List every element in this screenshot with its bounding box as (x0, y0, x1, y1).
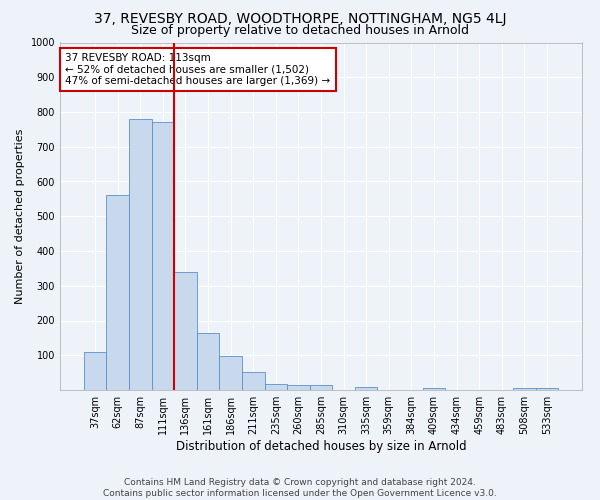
Bar (106, 196, 129, 390)
Y-axis label: Number of detached properties: Number of detached properties (15, 128, 25, 304)
Bar (174, 272, 197, 390)
Text: Contains HM Land Registry data © Crown copyright and database right 2024.
Contai: Contains HM Land Registry data © Crown c… (103, 478, 497, 498)
Bar (129, 119, 152, 390)
Bar (242, 372, 265, 390)
Text: 37, REVESBY ROAD, WOODTHORPE, NOTTINGHAM, NG5 4LJ: 37, REVESBY ROAD, WOODTHORPE, NOTTINGHAM… (94, 12, 506, 26)
Bar (355, 387, 377, 390)
X-axis label: Distribution of detached houses by size in Arnold: Distribution of detached houses by size … (176, 440, 466, 453)
Bar (536, 388, 558, 390)
Bar (265, 384, 287, 390)
Text: 37 REVESBY ROAD: 113sqm
← 52% of detached houses are smaller (1,502)
47% of semi: 37 REVESBY ROAD: 113sqm ← 52% of detache… (65, 53, 331, 86)
Text: Size of property relative to detached houses in Arnold: Size of property relative to detached ho… (131, 24, 469, 37)
Bar (422, 388, 445, 390)
Bar (197, 334, 220, 390)
Bar (84, 352, 106, 390)
Bar (287, 386, 310, 390)
Bar (152, 122, 174, 390)
Bar (310, 386, 332, 390)
Bar (220, 356, 242, 390)
Bar (513, 388, 536, 390)
